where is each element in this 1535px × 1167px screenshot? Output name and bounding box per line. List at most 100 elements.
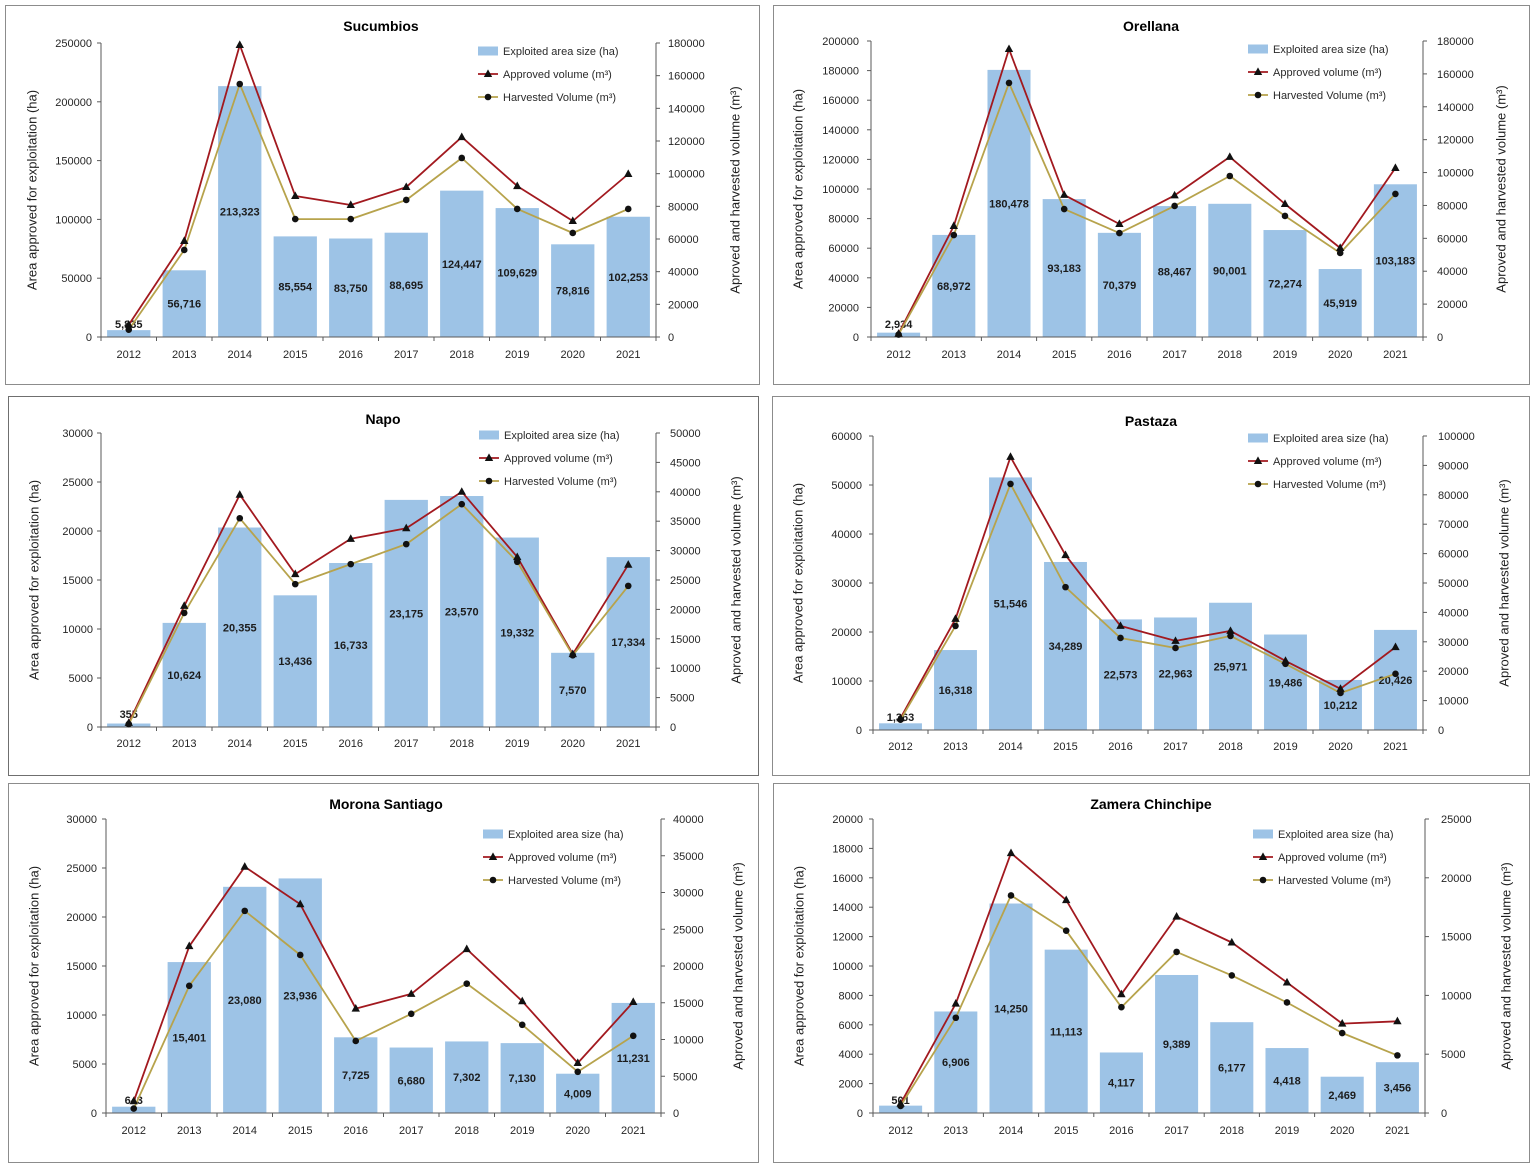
approved-volume-point-2018 <box>1227 937 1236 946</box>
approved-volume-point-2021 <box>1393 1016 1402 1025</box>
y-axis-title: Area approved for exploitation (ha) <box>791 89 806 289</box>
legend-marker-harvested-volume <box>1254 91 1262 99</box>
approved-volume-line <box>127 490 630 724</box>
y2-tick-label: 25000 <box>1441 814 1472 826</box>
harvested-volume-point-2014 <box>236 514 244 522</box>
x-tick-label: 2015 <box>283 738 307 750</box>
y-tick-label: 10000 <box>832 961 863 973</box>
y-tick-label: 0 <box>853 332 859 344</box>
harvested-volume-point-2021 <box>1394 1052 1401 1059</box>
y-axis-title: Area approved for exploitation (ha) <box>791 483 806 683</box>
y2-tick-label: 20000 <box>1437 299 1468 311</box>
approved-volume-point-2013 <box>180 236 189 244</box>
harvested-volume-point-2018 <box>1227 632 1234 640</box>
x-tick-label: 2019 <box>505 738 529 750</box>
bar-2020 <box>1320 1076 1364 1113</box>
x-tick-label: 2020 <box>1330 1125 1354 1137</box>
harvested-volume-point-2017 <box>402 196 410 204</box>
x-tick-label: 2014 <box>228 349 252 361</box>
harvested-volume-point-2016 <box>1118 1003 1125 1011</box>
chart-title: Pastaza <box>1125 413 1177 429</box>
legend: Exploited area size (ha) Approved volume … <box>1248 44 1389 102</box>
harvested-volume-line <box>132 910 634 1109</box>
bar-data-label: 15,401 <box>172 1033 206 1045</box>
approved-volume-point-2021 <box>624 169 633 177</box>
harvested-volume-point-2015 <box>1062 927 1070 935</box>
approved-volume-point-2015 <box>291 191 300 200</box>
approved-volume-point-2016 <box>351 1004 360 1012</box>
y-tick-label: 15000 <box>62 575 93 587</box>
approved-volume-point-2013 <box>951 614 960 622</box>
y2-tick-label: 40000 <box>670 487 701 499</box>
bar-2021 <box>606 216 650 337</box>
legend-marker-harvested-volume <box>489 876 497 884</box>
y-tick-label: 20000 <box>62 526 93 538</box>
harvested-volume-point-2021 <box>624 205 632 213</box>
bar-2016 <box>1097 232 1141 337</box>
bar-data-label: 14,250 <box>994 1003 1028 1015</box>
chart-napo: Napo Area approved for exploitation (ha) A… <box>27 411 744 750</box>
bar-2015 <box>1044 949 1088 1113</box>
approved-volume-markers <box>129 862 638 1105</box>
y-tick-label: 200000 <box>822 36 859 48</box>
bar-data-label: 2,934 <box>885 319 913 331</box>
bar-2019 <box>1263 230 1307 337</box>
y2-tick-label: 5000 <box>673 1071 697 1083</box>
bar-2013 <box>934 650 977 730</box>
harvested-volume-line <box>127 503 630 725</box>
x-tick-label: 2018 <box>1220 1125 1244 1137</box>
legend-label: Harvested Volume (m³) <box>503 92 616 104</box>
bar-2020 <box>551 244 595 337</box>
legend-label: Exploited area size (ha) <box>503 46 619 58</box>
y-tick-label: 100000 <box>822 184 859 196</box>
chart-title: Sucumbios <box>343 18 419 34</box>
y2-tick-label: 80000 <box>668 201 699 213</box>
bar-data-label: 90,001 <box>1213 265 1247 277</box>
y2-tick-label: 20000 <box>668 299 699 311</box>
harvested-volume-point-2012 <box>895 331 902 338</box>
bar-2013 <box>162 270 206 337</box>
x-tick-label: 2018 <box>450 349 474 361</box>
bar-data-label: 45,919 <box>1323 298 1357 310</box>
x-tick-label: 2012 <box>888 1125 912 1137</box>
y2-tick-label: 30000 <box>670 546 701 558</box>
harvested-volume-point-2015 <box>1060 205 1068 213</box>
y-tick-label: 20000 <box>66 912 97 924</box>
y-tick-label: 180000 <box>822 66 859 78</box>
y2-tick-label: 10000 <box>1441 990 1472 1002</box>
bar-2016 <box>1099 1052 1143 1113</box>
bar-2015 <box>273 236 317 337</box>
x-tick-label: 2017 <box>1164 1125 1188 1137</box>
legend-label: Harvested Volume (m³) <box>508 875 621 887</box>
x-tick-label: 2012 <box>117 349 141 361</box>
bar-data-label: 23,175 <box>389 608 423 620</box>
y-tick-label: 60000 <box>828 243 859 255</box>
x-tick-label: 2013 <box>944 1125 968 1137</box>
bar-data-label: 16,318 <box>939 685 973 697</box>
x-tick-label: 2021 <box>1383 349 1407 361</box>
x-tick-label: 2014 <box>998 741 1022 753</box>
x-tick-label: 2021 <box>1385 1125 1409 1137</box>
y-tick-label: 0 <box>91 1108 97 1120</box>
harvested-volume-point-2012 <box>125 720 133 728</box>
bar-data-label: 23,570 <box>445 607 479 619</box>
x-tick-label: 2015 <box>283 349 307 361</box>
bar-2017 <box>1153 206 1197 337</box>
harvested-volume-point-2019 <box>513 205 521 213</box>
bar-data-label: 72,274 <box>1268 279 1303 291</box>
bar-2018 <box>440 190 484 337</box>
approved-volume-point-2020 <box>1336 684 1345 692</box>
y2-tick-label: 35000 <box>670 516 701 528</box>
bar-data-label: 88,695 <box>389 280 423 292</box>
approved-volume-point-2016 <box>1117 989 1126 998</box>
harvested-volume-point-2014 <box>1007 480 1014 488</box>
chart-sucumbios: Sucumbios Area approved for exploitation … <box>25 18 743 361</box>
harvested-volume-point-2018 <box>458 500 466 508</box>
chart-panel-zamera-chinchipe: Zamera Chinchipe Area approved for exploi… <box>773 783 1530 1163</box>
legend-marker-harvested-volume <box>484 93 492 101</box>
y-tick-label: 10000 <box>831 676 862 688</box>
y2-tick-label: 15000 <box>673 998 704 1010</box>
approved-volume-point-2019 <box>1282 977 1292 986</box>
approved-volume-point-2014 <box>1006 848 1016 857</box>
bar-data-label: 78,816 <box>556 286 590 298</box>
